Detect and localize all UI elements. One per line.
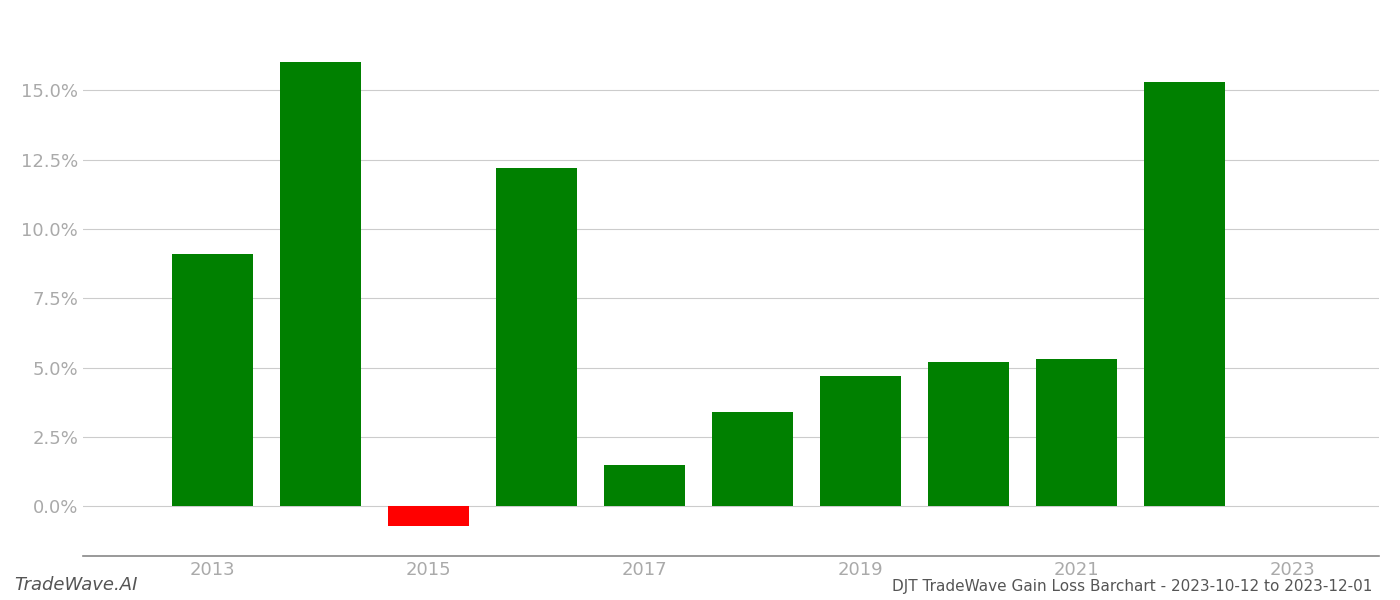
- Bar: [388, 506, 469, 526]
- Bar: [172, 254, 253, 506]
- Bar: [280, 62, 361, 506]
- Bar: [820, 376, 902, 506]
- Bar: [713, 412, 794, 506]
- Bar: [496, 168, 577, 506]
- Text: DJT TradeWave Gain Loss Barchart - 2023-10-12 to 2023-12-01: DJT TradeWave Gain Loss Barchart - 2023-…: [892, 579, 1372, 594]
- Bar: [605, 465, 685, 506]
- Bar: [1036, 359, 1117, 506]
- Bar: [1144, 82, 1225, 506]
- Bar: [928, 362, 1009, 506]
- Text: TradeWave.AI: TradeWave.AI: [14, 576, 137, 594]
